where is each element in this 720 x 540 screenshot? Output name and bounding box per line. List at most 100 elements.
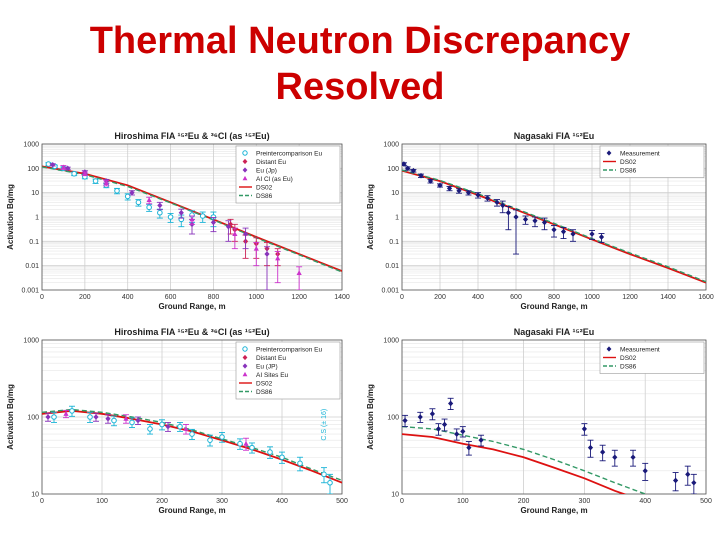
x-tick-label: 400 [639, 498, 651, 505]
legend-label: DS86 [620, 364, 637, 371]
series-line-ds86 [402, 169, 706, 283]
data-point [157, 202, 163, 209]
x-tick-label: 600 [510, 294, 522, 301]
data-point [691, 479, 697, 486]
y-tick-label: 0.01 [25, 263, 39, 270]
data-point [146, 197, 152, 202]
data-point [103, 180, 109, 185]
x-tick-label: 300 [216, 498, 228, 505]
legend-label: DS86 [256, 389, 273, 396]
legend-swatch [606, 150, 612, 156]
series-line-ds86 [42, 408, 342, 482]
legend-swatch [242, 158, 248, 165]
legend-box [599, 145, 705, 178]
chart-svg: Hiroshima FIA ¹⁵²Eu & ³⁶Cl (as ¹⁵²Eu)0 10… [6, 327, 348, 515]
plot-frame [401, 339, 707, 495]
chart-svg: Nagasaki FIA ¹⁵²Eu 0 100 200 300 400 500 1000 10… [366, 327, 712, 515]
legend-box [235, 341, 341, 400]
data-point [600, 449, 606, 455]
data-point [93, 414, 99, 420]
data-point [612, 454, 618, 461]
legend-label: DS86 [256, 193, 273, 200]
data-point [466, 444, 472, 451]
y-tick-label: 100 [27, 166, 39, 173]
legend-swatch [242, 346, 248, 352]
data-point [135, 199, 142, 206]
data-point [454, 431, 460, 437]
data-point [581, 426, 587, 432]
data-point [598, 234, 605, 240]
data-point [189, 216, 195, 222]
x-tick-label: 400 [122, 294, 134, 301]
slide-title: Thermal Neutron Discrepancy Resolved [0, 18, 720, 110]
data-point [448, 400, 454, 407]
data-point [589, 231, 595, 237]
plot-area [402, 161, 706, 284]
data-point [253, 245, 259, 251]
series-line-ds86 [402, 425, 648, 494]
series-line-ds02 [402, 169, 706, 284]
data-point [327, 479, 333, 486]
legend-swatch [242, 150, 248, 156]
data-point [69, 408, 75, 414]
data-point [570, 231, 576, 237]
data-point [460, 428, 466, 435]
data-point [297, 460, 303, 467]
data-point [207, 437, 213, 443]
legend-swatch [242, 354, 248, 361]
legend-label: DS02 [620, 355, 637, 362]
y-tick-label: 10 [391, 492, 399, 499]
data-point [465, 189, 472, 196]
plot-frame [41, 339, 343, 495]
data-point [105, 415, 111, 422]
y-tick-label: 1000 [383, 142, 399, 149]
data-point [114, 187, 120, 194]
series-line-ds02 [402, 433, 627, 494]
data-point [484, 195, 491, 201]
x-axis-label: Ground Range, m [158, 506, 225, 515]
data-point [446, 185, 453, 192]
legend-box [599, 341, 705, 374]
legend-label: Measurement [620, 347, 660, 354]
data-point [478, 437, 484, 443]
legend-label: DS02 [620, 159, 637, 166]
x-tick-label: 200 [434, 294, 446, 301]
x-tick-label: 100 [96, 498, 108, 505]
x-tick-label: 1200 [291, 294, 307, 301]
chart-title: Hiroshima FIA ¹⁵²Eu & ³⁶Cl (as ¹⁵²Eu) [114, 327, 269, 337]
chart-title: Hiroshima FIA ¹⁵²Eu & ³⁶Cl (as ¹⁵²Eu) [114, 131, 269, 141]
data-point [157, 209, 163, 216]
legend-box [235, 145, 341, 204]
y-axis-label: Activation Bq/mg [366, 184, 375, 250]
legend-label: DS02 [256, 185, 273, 192]
plot-area [42, 405, 342, 494]
y-axis-label: Activation Bq/mg [6, 184, 15, 250]
x-tick-label: 1400 [334, 294, 350, 301]
series-line-ds02 [42, 409, 342, 484]
chart-nagasaki-zoom: Nagasaki FIA ¹⁵²Eu 0 100 200 300 400 500 1000 10… [364, 326, 714, 516]
legend-swatch [242, 175, 248, 181]
x-tick-label: 0 [400, 498, 404, 505]
data-point [178, 209, 184, 216]
data-point [402, 161, 407, 167]
y-tick-label: 100 [387, 415, 399, 422]
annotation-label: C.S (± 16) [321, 409, 328, 441]
legend-label: Eu (JP) [256, 364, 278, 371]
chart-hiroshima-log: Hiroshima FIA ¹⁵²Eu & ³⁶Cl (as ¹⁵²Eu) 0 20… [4, 130, 350, 312]
data-point [321, 471, 327, 478]
x-tick-label: 1000 [248, 294, 264, 301]
y-tick-label: 0.001 [381, 288, 399, 295]
legend-label: Distant Eu [256, 159, 286, 166]
slide-title-line2: Resolved [275, 66, 445, 108]
data-point [71, 170, 77, 177]
data-point [177, 423, 183, 430]
legend-swatch [242, 371, 248, 377]
y-tick-label: 100 [387, 166, 399, 173]
x-tick-label: 800 [208, 294, 220, 301]
y-tick-label: 1000 [23, 338, 39, 345]
y-tick-label: 10 [31, 492, 39, 499]
data-point [45, 414, 51, 420]
plot-frame [401, 143, 707, 291]
y-axis-label: Activation Bq/mg [366, 384, 375, 450]
legend-swatch [242, 363, 248, 369]
